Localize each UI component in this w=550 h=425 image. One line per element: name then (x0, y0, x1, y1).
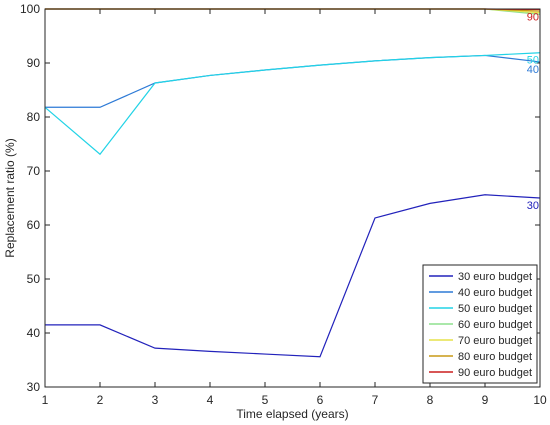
legend-entry-3: 50 euro budget (458, 303, 532, 315)
y-tick-label: 90 (27, 56, 41, 70)
y-tick-label: 30 (27, 380, 41, 394)
x-tick-label: 6 (317, 393, 324, 407)
legend-entry-5: 70 euro budget (458, 335, 532, 347)
plot-frame (44, 8, 541, 388)
x-tick-label: 1 (42, 393, 49, 407)
legend-entry-6: 80 euro budget (458, 351, 532, 363)
series-end-label-1: 30 (527, 200, 539, 212)
x-axis-label: Time elapsed (years) (236, 407, 348, 421)
x-tick-label: 9 (482, 393, 489, 407)
x-tick-label: 5 (262, 393, 269, 407)
y-tick-label: 40 (27, 326, 41, 340)
x-tick-label: 8 (427, 393, 434, 407)
x-tick-label: 4 (207, 393, 214, 407)
y-tick-label: 60 (27, 218, 41, 232)
legend-entry-4: 60 euro budget (458, 319, 532, 331)
legend-entry-7: 90 euro budget (458, 367, 532, 379)
y-axis-label: Replacement ratio (%) (3, 138, 17, 257)
x-tick-label: 2 (97, 393, 104, 407)
legend-entry-2: 40 euro budget (458, 287, 532, 299)
series-end-label-2: 40 (527, 64, 539, 76)
y-tick-label: 80 (27, 110, 41, 124)
x-tick-label: 10 (533, 393, 547, 407)
x-tick-label: 7 (372, 393, 379, 407)
y-tick-label: 50 (27, 272, 41, 286)
series-end-label-7: 90 (527, 12, 539, 24)
series-end-label-3: 50 (527, 55, 539, 67)
x-tick-label: 3 (152, 393, 159, 407)
y-tick-label: 100 (20, 2, 40, 16)
series-line-3 (44, 52, 541, 156)
y-tick-label: 70 (27, 164, 41, 178)
legend: 30 euro budget 40 euro budget 50 euro budg… (422, 264, 538, 384)
series-line-1 (45, 194, 541, 358)
legend-entry-1: 30 euro budget (458, 271, 532, 283)
